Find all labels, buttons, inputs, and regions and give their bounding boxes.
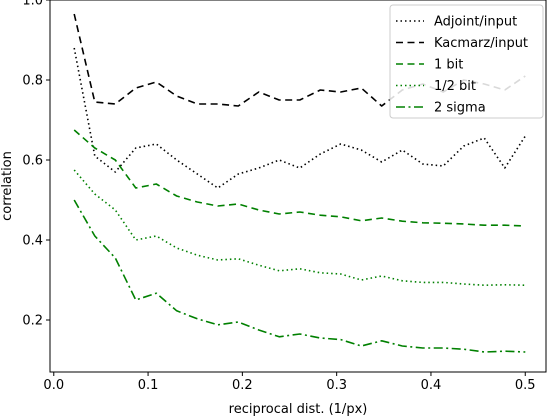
plot-frame xyxy=(49,0,547,373)
plot-layer xyxy=(73,13,526,353)
x-tick-label: 0.5 xyxy=(515,378,536,393)
y-tick-label: 0.6 xyxy=(22,154,43,169)
x-tick-label: 0.1 xyxy=(138,378,159,393)
legend: Adjoint/input Kacmarz/input 1 bit 1/2 bit 2 … xyxy=(389,4,544,119)
legend-label: Adjoint/input xyxy=(434,15,517,30)
x-tick-label: 0.0 xyxy=(43,378,64,393)
series-line-2 xyxy=(73,13,526,107)
y-tick-label: 0.2 xyxy=(22,314,43,329)
x-tick-label: 0.4 xyxy=(421,378,442,393)
tick-layer: 0.0 0.1 0.2 0.3 0.4 0.5 0.2 0.4 0.6 0.8 1.0 xyxy=(22,0,536,393)
legend-label: 2 sigma xyxy=(434,101,486,116)
legend-label: 1/2 bit xyxy=(434,79,476,94)
series-line-1 xyxy=(73,47,526,189)
y-tick-label: 0.4 xyxy=(22,234,43,249)
legend-box xyxy=(389,4,544,119)
y-tick-label: 1.0 xyxy=(22,0,43,9)
legend-label: Kacmarz/input xyxy=(434,36,528,51)
y-tick-label: 0.8 xyxy=(22,74,43,89)
series-line-3 xyxy=(73,129,526,227)
x-tick-label: 0.2 xyxy=(232,378,253,393)
series-line-5 xyxy=(73,199,526,353)
legend-label: 1 bit xyxy=(434,58,463,73)
x-tick-label: 0.3 xyxy=(326,378,347,393)
y-axis-title: correlation xyxy=(0,151,15,221)
x-axis-title: reciprocal dist. (1/px) xyxy=(229,402,368,416)
series-line-4 xyxy=(73,169,526,286)
